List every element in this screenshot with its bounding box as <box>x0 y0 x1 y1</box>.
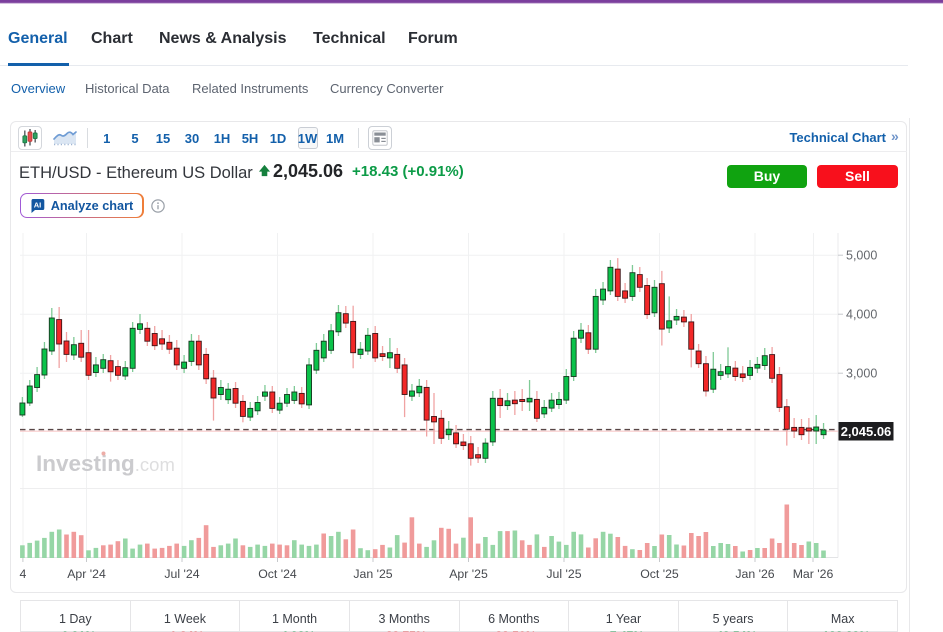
svg-text:Jul '24: Jul '24 <box>164 567 199 581</box>
svg-text:4: 4 <box>19 567 26 581</box>
svg-text:2,045.06: 2,045.06 <box>841 424 892 439</box>
svg-text:Apr '25: Apr '25 <box>449 567 488 581</box>
svg-text:Oct '25: Oct '25 <box>640 567 679 581</box>
svg-text:Jul '25: Jul '25 <box>546 567 581 581</box>
svg-text:Jan '26: Jan '26 <box>735 567 774 581</box>
svg-text:Oct '24: Oct '24 <box>258 567 297 581</box>
svg-text:Apr '24: Apr '24 <box>67 567 106 581</box>
svg-text:Jan '25: Jan '25 <box>353 567 392 581</box>
svg-text:Investing.com: Investing.com <box>36 451 175 476</box>
svg-text:3,000: 3,000 <box>846 367 877 381</box>
svg-text:Mar '26: Mar '26 <box>793 567 834 581</box>
svg-text:4,000: 4,000 <box>846 308 877 322</box>
svg-text:AI: AI <box>34 201 42 210</box>
svg-text:5,000: 5,000 <box>846 249 877 263</box>
